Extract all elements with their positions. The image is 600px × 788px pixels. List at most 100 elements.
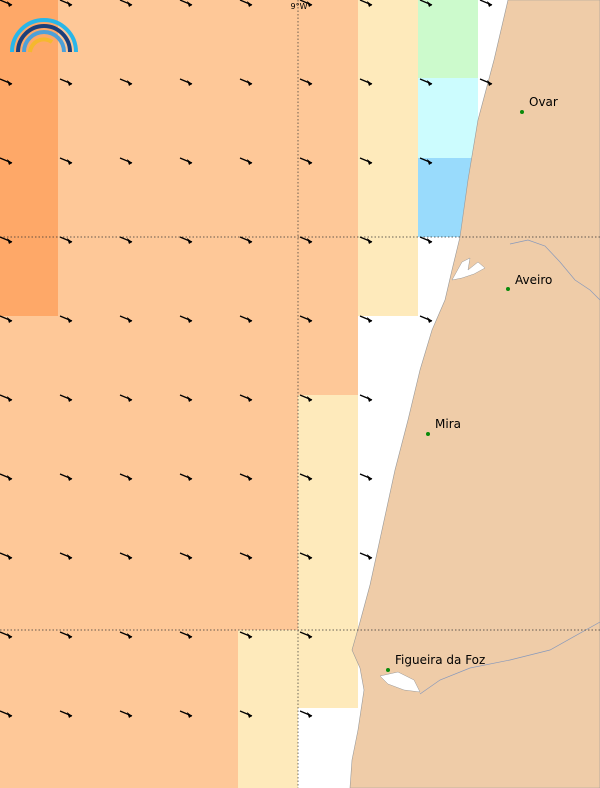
place-dot xyxy=(386,668,390,672)
wind-arrow-head xyxy=(7,238,12,244)
wind-arrow-head xyxy=(127,396,132,402)
wind-arrow-head xyxy=(367,238,372,244)
wind-arrow-head xyxy=(67,712,72,718)
wind-arrow-head xyxy=(7,712,12,718)
sea-cell xyxy=(238,630,298,788)
sea-cell xyxy=(0,0,58,316)
places: Ovar Aveiro Mira Figueira da Foz xyxy=(386,95,558,672)
wind-arrow-head xyxy=(487,80,492,86)
wind-arrows xyxy=(0,0,493,718)
wind-arrow-head xyxy=(67,317,72,323)
wind-arrow-head xyxy=(67,475,72,481)
wind-arrow-head xyxy=(67,633,72,639)
wind-arrow-head xyxy=(307,238,312,244)
wind-arrow-head xyxy=(7,80,12,86)
logo-arc xyxy=(10,18,78,53)
wind-arrow-head xyxy=(67,396,72,402)
land xyxy=(349,0,600,788)
sea-cell xyxy=(298,395,358,708)
wind-arrow-head xyxy=(427,238,432,244)
wind-arrow-head xyxy=(427,317,432,323)
logo xyxy=(10,18,78,53)
sea-cell xyxy=(418,0,478,78)
meridian-label: 9°W xyxy=(291,2,308,11)
wind-arrow-head xyxy=(187,554,192,560)
sea-cell xyxy=(418,78,478,158)
wind-arrow-head xyxy=(367,80,372,86)
wind-arrow-head xyxy=(187,317,192,323)
wind-arrow-head xyxy=(247,633,252,639)
river xyxy=(419,621,600,695)
place-dot xyxy=(506,287,510,291)
wind-arrow-head xyxy=(7,475,12,481)
wind-arrow-head xyxy=(127,80,132,86)
wind-arrow-head xyxy=(127,633,132,639)
wind-arrow-head xyxy=(187,159,192,165)
wind-arrow-head xyxy=(187,633,192,639)
wind-arrow-head xyxy=(307,317,312,323)
river xyxy=(509,239,600,301)
wind-arrow-head xyxy=(67,80,72,86)
wind-arrow-head xyxy=(367,554,372,560)
estuary xyxy=(379,671,421,693)
wind-arrow-head xyxy=(7,396,12,402)
wind-arrow-head xyxy=(307,554,312,560)
wind-arrow-head xyxy=(127,238,132,244)
wind-arrow-head xyxy=(307,712,312,718)
wind-arrow-head xyxy=(247,1,252,7)
wind-arrow-head xyxy=(187,475,192,481)
place-label: Mira xyxy=(435,417,461,431)
wind-arrow-head xyxy=(187,1,192,7)
wind-arrow-head xyxy=(7,554,12,560)
wind-arrow-head xyxy=(7,1,12,7)
wind-arrow-head xyxy=(427,80,432,86)
wind-arrow-head xyxy=(127,712,132,718)
logo-arc xyxy=(16,24,72,53)
place-dot xyxy=(520,110,524,114)
wind-arrow-head xyxy=(427,159,432,165)
wind-arrow-head xyxy=(247,475,252,481)
wind-arrow-head xyxy=(7,317,12,323)
wind-arrow-head xyxy=(247,396,252,402)
wind-arrow-head xyxy=(187,396,192,402)
wind-arrow-head xyxy=(307,396,312,402)
wind-arrow-head xyxy=(67,554,72,560)
wind-arrow-head xyxy=(67,1,72,7)
wind-arrow-head xyxy=(127,317,132,323)
wind-arrow-head xyxy=(307,159,312,165)
logo-arc xyxy=(28,37,54,53)
wind-arrow-head xyxy=(487,1,492,7)
wind-arrow-head xyxy=(307,1,312,7)
wind-arrow-head xyxy=(247,712,252,718)
wind-arrow-head xyxy=(187,80,192,86)
wind-arrow-head xyxy=(127,159,132,165)
wind-arrow-head xyxy=(127,554,132,560)
wind-arrow-head xyxy=(127,475,132,481)
wind-arrow-head xyxy=(247,238,252,244)
wind-arrow-head xyxy=(7,159,12,165)
logo-arc xyxy=(22,30,66,53)
wind-arrow-head xyxy=(187,238,192,244)
place-label: Ovar xyxy=(529,95,558,109)
lagoon xyxy=(451,257,486,281)
wind-arrow-head xyxy=(367,159,372,165)
place-label: Aveiro xyxy=(515,273,552,287)
wind-arrow-head xyxy=(247,554,252,560)
wind-arrow-head xyxy=(247,80,252,86)
wind-arrow-head xyxy=(67,159,72,165)
wind-arrow-head xyxy=(367,396,372,402)
place-dot xyxy=(426,432,430,436)
wind-arrow-head xyxy=(307,633,312,639)
wind-arrow-head xyxy=(367,1,372,7)
wind-arrow-head xyxy=(247,159,252,165)
wind-arrow-head xyxy=(7,633,12,639)
wind-arrow-head xyxy=(67,238,72,244)
wind-arrow-head xyxy=(187,712,192,718)
wind-arrow-head xyxy=(367,475,372,481)
wind-arrow-head xyxy=(307,80,312,86)
place-label: Figueira da Foz xyxy=(395,653,485,667)
sea-cell xyxy=(358,0,418,316)
sea-cell xyxy=(298,316,358,395)
wind-arrow-head xyxy=(127,1,132,7)
